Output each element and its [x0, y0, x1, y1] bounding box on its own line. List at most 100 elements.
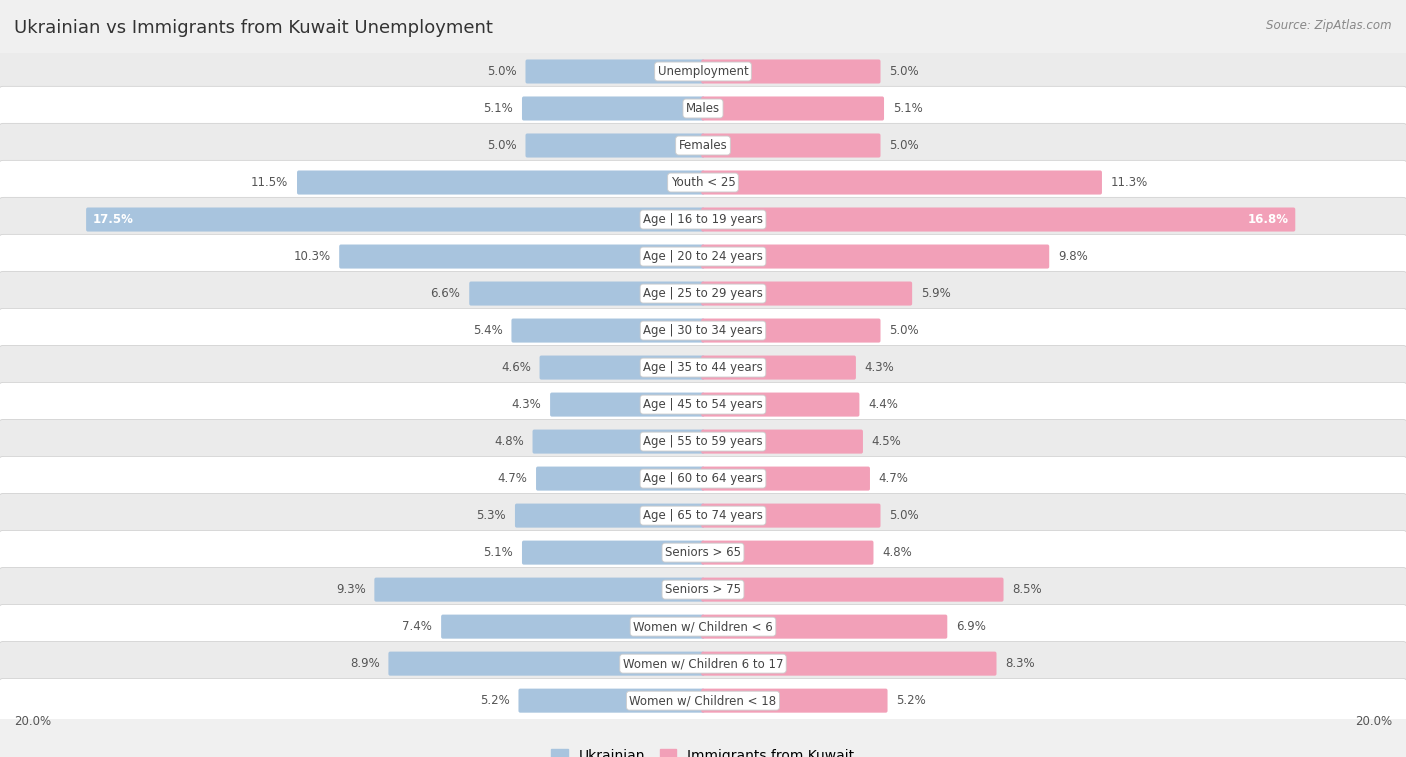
- FancyBboxPatch shape: [0, 382, 1406, 427]
- Text: Age | 35 to 44 years: Age | 35 to 44 years: [643, 361, 763, 374]
- Text: 5.0%: 5.0%: [889, 509, 920, 522]
- FancyBboxPatch shape: [702, 170, 1102, 195]
- Text: 5.0%: 5.0%: [889, 324, 920, 337]
- FancyBboxPatch shape: [388, 652, 704, 676]
- FancyBboxPatch shape: [0, 604, 1406, 649]
- Text: 10.3%: 10.3%: [294, 250, 330, 263]
- Text: Youth < 25: Youth < 25: [671, 176, 735, 189]
- Text: Age | 20 to 24 years: Age | 20 to 24 years: [643, 250, 763, 263]
- FancyBboxPatch shape: [0, 494, 1406, 537]
- FancyBboxPatch shape: [702, 133, 880, 157]
- FancyBboxPatch shape: [533, 429, 704, 453]
- Text: 4.8%: 4.8%: [494, 435, 524, 448]
- Text: Age | 60 to 64 years: Age | 60 to 64 years: [643, 472, 763, 485]
- FancyBboxPatch shape: [702, 282, 912, 306]
- FancyBboxPatch shape: [702, 319, 880, 343]
- FancyBboxPatch shape: [0, 531, 1406, 575]
- Text: 17.5%: 17.5%: [93, 213, 134, 226]
- Text: 5.9%: 5.9%: [921, 287, 950, 300]
- Text: 5.0%: 5.0%: [889, 139, 920, 152]
- FancyBboxPatch shape: [540, 356, 704, 379]
- FancyBboxPatch shape: [702, 578, 1004, 602]
- Text: 7.4%: 7.4%: [402, 620, 433, 633]
- Text: 5.3%: 5.3%: [477, 509, 506, 522]
- FancyBboxPatch shape: [0, 568, 1406, 612]
- FancyBboxPatch shape: [0, 123, 1406, 168]
- FancyBboxPatch shape: [0, 641, 1406, 686]
- FancyBboxPatch shape: [702, 245, 1049, 269]
- Text: Ukrainian vs Immigrants from Kuwait Unemployment: Ukrainian vs Immigrants from Kuwait Unem…: [14, 19, 494, 37]
- FancyBboxPatch shape: [0, 271, 1406, 316]
- Text: 4.6%: 4.6%: [501, 361, 531, 374]
- FancyBboxPatch shape: [86, 207, 704, 232]
- Text: Seniors > 65: Seniors > 65: [665, 546, 741, 559]
- FancyBboxPatch shape: [0, 419, 1406, 464]
- Legend: Ukrainian, Immigrants from Kuwait: Ukrainian, Immigrants from Kuwait: [546, 743, 860, 757]
- Text: Women w/ Children 6 to 17: Women w/ Children 6 to 17: [623, 657, 783, 670]
- Text: 4.7%: 4.7%: [498, 472, 527, 485]
- Text: Unemployment: Unemployment: [658, 65, 748, 78]
- Text: 9.3%: 9.3%: [336, 583, 366, 596]
- Text: 20.0%: 20.0%: [1355, 715, 1392, 728]
- Text: 4.3%: 4.3%: [512, 398, 541, 411]
- Text: Age | 30 to 34 years: Age | 30 to 34 years: [643, 324, 763, 337]
- Text: Women w/ Children < 18: Women w/ Children < 18: [630, 694, 776, 707]
- FancyBboxPatch shape: [0, 345, 1406, 390]
- FancyBboxPatch shape: [702, 466, 870, 491]
- Text: Seniors > 75: Seniors > 75: [665, 583, 741, 596]
- FancyBboxPatch shape: [702, 615, 948, 639]
- FancyBboxPatch shape: [522, 96, 704, 120]
- FancyBboxPatch shape: [526, 60, 704, 83]
- Text: 4.7%: 4.7%: [879, 472, 908, 485]
- FancyBboxPatch shape: [702, 429, 863, 453]
- Text: Age | 55 to 59 years: Age | 55 to 59 years: [643, 435, 763, 448]
- FancyBboxPatch shape: [515, 503, 704, 528]
- Text: 16.8%: 16.8%: [1247, 213, 1288, 226]
- Text: 5.2%: 5.2%: [897, 694, 927, 707]
- Text: 5.1%: 5.1%: [893, 102, 922, 115]
- FancyBboxPatch shape: [297, 170, 704, 195]
- Text: 5.2%: 5.2%: [479, 694, 510, 707]
- Text: 9.8%: 9.8%: [1059, 250, 1088, 263]
- Text: 5.0%: 5.0%: [889, 65, 920, 78]
- FancyBboxPatch shape: [702, 356, 856, 379]
- FancyBboxPatch shape: [0, 308, 1406, 353]
- Text: Age | 45 to 54 years: Age | 45 to 54 years: [643, 398, 763, 411]
- FancyBboxPatch shape: [519, 689, 704, 712]
- FancyBboxPatch shape: [536, 466, 704, 491]
- FancyBboxPatch shape: [702, 393, 859, 416]
- FancyBboxPatch shape: [339, 245, 704, 269]
- Text: Age | 65 to 74 years: Age | 65 to 74 years: [643, 509, 763, 522]
- FancyBboxPatch shape: [702, 207, 1295, 232]
- Text: 20.0%: 20.0%: [14, 715, 51, 728]
- FancyBboxPatch shape: [0, 160, 1406, 204]
- Text: 6.6%: 6.6%: [430, 287, 461, 300]
- FancyBboxPatch shape: [702, 503, 880, 528]
- Text: 8.5%: 8.5%: [1012, 583, 1042, 596]
- Text: Age | 16 to 19 years: Age | 16 to 19 years: [643, 213, 763, 226]
- Text: Women w/ Children < 6: Women w/ Children < 6: [633, 620, 773, 633]
- FancyBboxPatch shape: [702, 652, 997, 676]
- FancyBboxPatch shape: [441, 615, 704, 639]
- Text: Females: Females: [679, 139, 727, 152]
- FancyBboxPatch shape: [512, 319, 704, 343]
- Text: 5.0%: 5.0%: [486, 139, 517, 152]
- Text: 11.3%: 11.3%: [1111, 176, 1147, 189]
- FancyBboxPatch shape: [0, 198, 1406, 241]
- FancyBboxPatch shape: [702, 96, 884, 120]
- FancyBboxPatch shape: [702, 60, 880, 83]
- Text: Males: Males: [686, 102, 720, 115]
- FancyBboxPatch shape: [522, 540, 704, 565]
- FancyBboxPatch shape: [550, 393, 704, 416]
- FancyBboxPatch shape: [374, 578, 704, 602]
- Text: Age | 25 to 29 years: Age | 25 to 29 years: [643, 287, 763, 300]
- FancyBboxPatch shape: [0, 235, 1406, 279]
- Text: 4.5%: 4.5%: [872, 435, 901, 448]
- FancyBboxPatch shape: [470, 282, 704, 306]
- Text: Source: ZipAtlas.com: Source: ZipAtlas.com: [1267, 19, 1392, 32]
- FancyBboxPatch shape: [702, 689, 887, 712]
- Text: 11.5%: 11.5%: [252, 176, 288, 189]
- Text: 5.4%: 5.4%: [472, 324, 503, 337]
- Text: 5.1%: 5.1%: [484, 546, 513, 559]
- Text: 5.1%: 5.1%: [484, 102, 513, 115]
